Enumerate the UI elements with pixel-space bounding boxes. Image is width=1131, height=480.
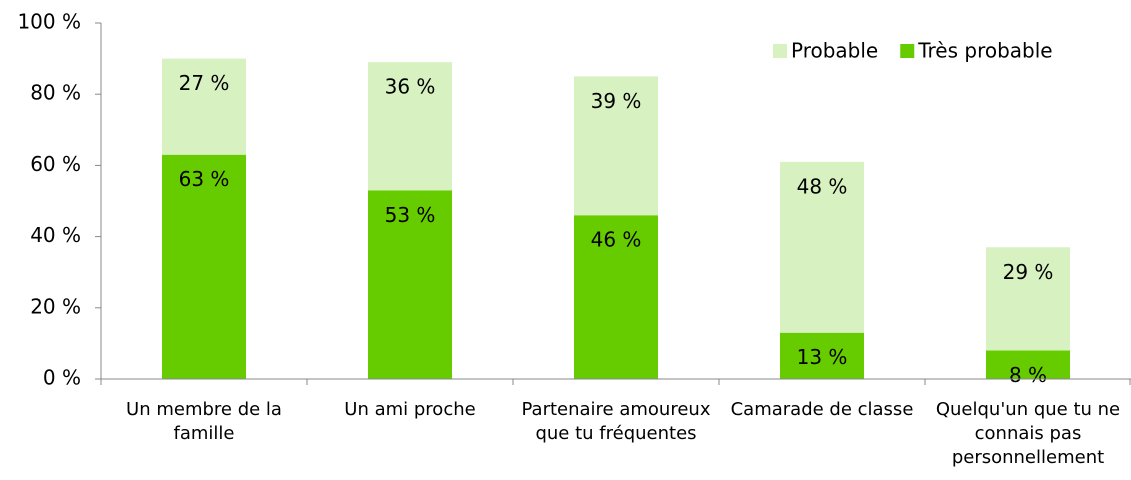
data-label: 48 %: [797, 174, 848, 198]
bar-segment: [986, 350, 1070, 379]
bar-segment: [162, 154, 246, 379]
x-tick-label: Quelqu'un que tu ne connais pas personne…: [935, 399, 1121, 468]
y-tick-label: 60 %: [30, 152, 81, 176]
data-label: 29 %: [1003, 260, 1054, 284]
bar-segment: [574, 76, 658, 216]
data-label: 13 %: [797, 345, 848, 369]
y-tick-label: 100 %: [17, 10, 81, 34]
data-label: 53 %: [385, 203, 436, 227]
data-label: 39 %: [591, 89, 642, 113]
data-label: 46 %: [591, 228, 642, 252]
data-label: 8 %: [1009, 363, 1047, 387]
data-label: 63 %: [179, 167, 230, 191]
y-tick-label: 80 %: [30, 81, 81, 105]
bar-segment: [574, 215, 658, 379]
x-tick-label: Camarade de classe: [730, 399, 914, 420]
y-tick-label: 40 %: [30, 223, 81, 247]
legend-label: Très probable: [917, 39, 1052, 63]
bar-segment: [986, 247, 1070, 351]
bar-segment: [162, 58, 246, 155]
legend-label: Probable: [791, 39, 878, 63]
data-label: 36 %: [385, 75, 436, 99]
legend-swatch: [773, 44, 787, 58]
legend-swatch: [900, 44, 915, 58]
x-tick-label: Un ami proche: [344, 399, 476, 420]
x-tick-label: Partenaire amoureux que tu fréquentes: [521, 399, 711, 444]
x-tick-label: Un membre de la famille: [126, 399, 282, 444]
bar-segment: [780, 161, 864, 333]
bar-segment: [368, 190, 452, 379]
y-tick-label: 20 %: [30, 294, 81, 318]
y-tick-label: 0 %: [43, 366, 81, 390]
data-label: 27 %: [179, 71, 230, 95]
bar-segment: [368, 62, 452, 191]
bar-segment: [780, 332, 864, 379]
